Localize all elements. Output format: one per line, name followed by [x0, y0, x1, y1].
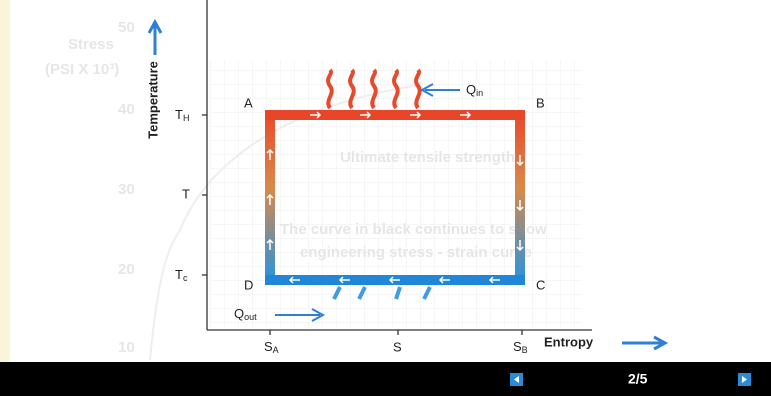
label: Q: [466, 82, 476, 97]
faded-tick: 40: [118, 101, 135, 118]
label: H: [183, 113, 190, 123]
faded-note: Ultimate tensile strength: [340, 149, 515, 166]
svg-text:SA: SA: [264, 339, 279, 355]
svg-text:Qout: Qout: [234, 306, 257, 322]
heat-out-arrows: [332, 286, 432, 300]
faded-title: Stress: [68, 36, 114, 53]
label: S: [264, 339, 273, 354]
nav-bar: [0, 362, 771, 396]
axes: [202, 0, 592, 335]
label: T: [175, 267, 183, 282]
faded-tick: 10: [118, 339, 135, 356]
faded-note: engineering stress - strain curve: [300, 244, 532, 261]
label: D: [244, 277, 253, 292]
faded-tick: 50: [118, 19, 135, 36]
label: in: [476, 88, 483, 98]
corner-labels: A B C D: [244, 95, 545, 292]
svg-text:Tc: Tc: [175, 267, 188, 283]
label: B: [536, 95, 545, 110]
label: C: [536, 277, 545, 292]
faded-note: The curve in black continues to show: [280, 221, 547, 238]
label: Q: [234, 306, 244, 321]
svg-text:Qin: Qin: [466, 82, 483, 98]
label: A: [273, 345, 279, 355]
label: c: [183, 273, 188, 283]
x-ticks: SA S SB: [264, 339, 528, 355]
next-button[interactable]: [738, 373, 751, 386]
faded-tick: 30: [118, 181, 135, 198]
label: B: [522, 345, 528, 355]
label: T: [175, 107, 183, 122]
label: S: [393, 339, 402, 354]
y-axis-label: Temperature: [145, 61, 160, 139]
label: A: [244, 95, 253, 110]
x-axis-label: Entropy: [544, 334, 594, 349]
svg-text:SB: SB: [513, 339, 528, 355]
background-faded: 50 40 30 20 10 Stress (PSI X 10³) Ultima…: [45, 19, 547, 361]
label: out: [244, 312, 257, 322]
faded-tick: 20: [118, 261, 135, 278]
svg-text:TH: TH: [175, 107, 189, 123]
heat-in-waves: [326, 68, 422, 110]
cycle: [265, 110, 525, 285]
y-ticks: TH T Tc: [175, 107, 190, 283]
faded-unit: (PSI X 10³): [45, 61, 119, 78]
slide-counter: 2/5: [628, 371, 648, 387]
label: S: [513, 339, 522, 354]
prev-button[interactable]: [510, 373, 523, 386]
label: T: [182, 186, 190, 201]
